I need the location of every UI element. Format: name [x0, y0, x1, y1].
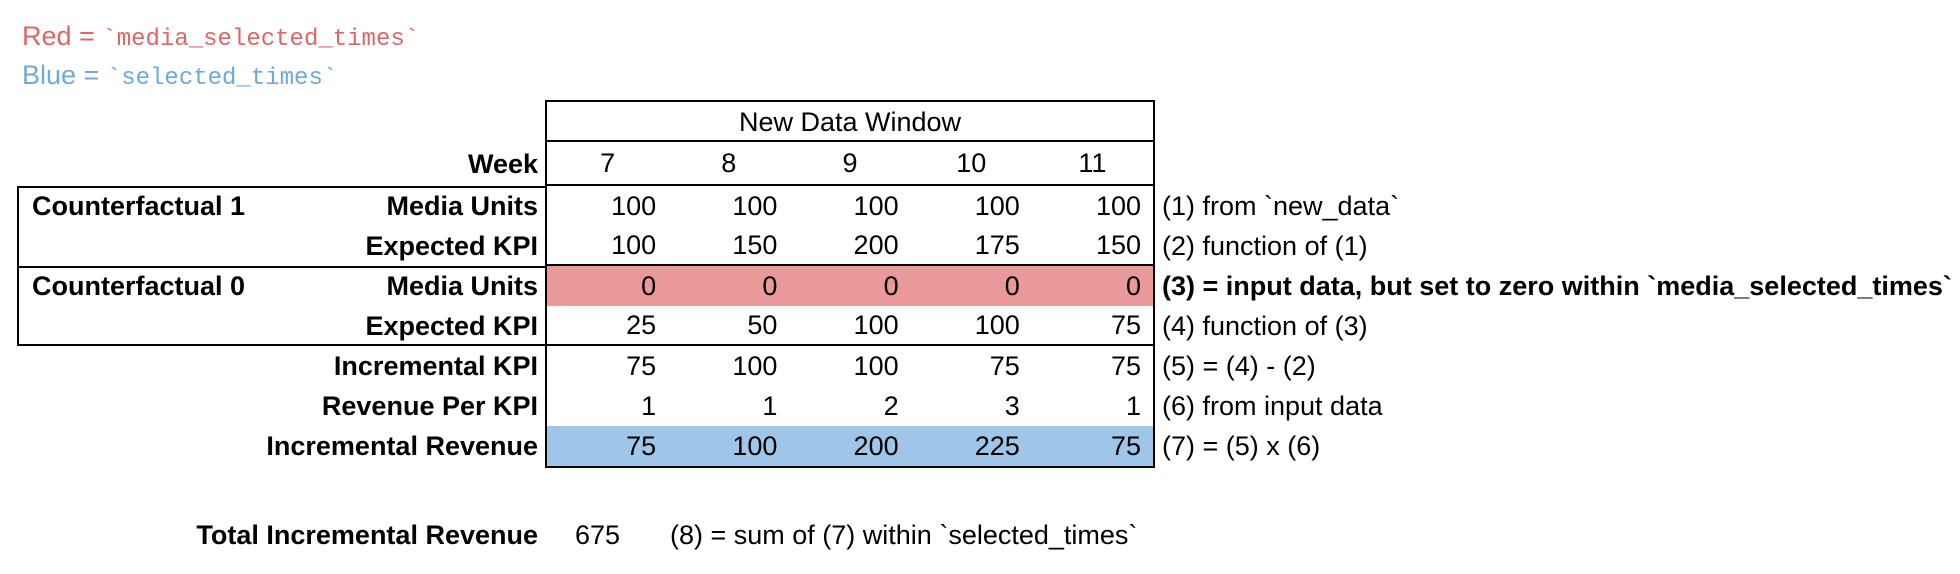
table-row-media-units-cf0-highlight-red: 0 0 0 0 0: [547, 266, 1153, 306]
table-row-media-units-cf1: 100 100 100 100 100: [547, 186, 1153, 226]
table-cell: 175: [974, 230, 1020, 260]
table-cell: 3: [1004, 391, 1020, 421]
table-cell: 150: [732, 230, 778, 260]
week-cell: 7: [600, 148, 616, 178]
table-cell: 100: [611, 230, 657, 260]
table-cell: 100: [853, 351, 899, 381]
table-row-expected-kpi-cf0: 25 50 100 100 75: [547, 306, 1153, 346]
table-cell: 200: [853, 230, 899, 260]
table-cell: 75: [989, 351, 1020, 381]
row-label: Revenue Per KPI: [321, 391, 538, 421]
annotation-6: (6) from input data: [1162, 391, 1383, 421]
total-incremental-revenue-value: 675: [574, 520, 620, 550]
table-cell: 150: [1095, 230, 1142, 260]
table-cell: 100: [1095, 191, 1142, 221]
table-cell: 75: [626, 431, 657, 461]
row-label: Incremental Revenue: [266, 431, 538, 461]
legend-blue-prefix: Blue =: [22, 60, 107, 90]
table-cell: 2: [883, 391, 899, 421]
table-cell: 0: [641, 271, 657, 301]
table-cell: 75: [626, 351, 657, 381]
table-cell: 100: [732, 431, 778, 461]
group-label-counterfactual-0: Counterfactual 0: [32, 271, 246, 301]
table-cell: 1: [641, 391, 657, 421]
week-row: 7 8 9 10 11: [547, 142, 1153, 186]
table-cell: 225: [974, 431, 1020, 461]
week-cell: 9: [842, 148, 858, 178]
table-cell: 1: [762, 391, 778, 421]
counterfactual-divider: [19, 266, 545, 268]
row-label-week: Week: [467, 149, 538, 179]
annotation-3: (3) = input data, but set to zero within…: [1162, 271, 1952, 301]
table-row-expected-kpi-cf1: 100 150 200 175 150: [547, 226, 1153, 266]
row-label: Media Units: [386, 271, 538, 301]
annotation-4: (4) function of (3): [1162, 311, 1368, 341]
annotation-8: (8) = sum of (7) within `selected_times`: [670, 520, 1138, 550]
table-cell: 100: [974, 310, 1020, 340]
row-label: Media Units: [386, 191, 538, 221]
table-cell: 0: [1125, 271, 1142, 301]
table-cell: 0: [1004, 271, 1020, 301]
total-incremental-revenue-label: Total Incremental Revenue: [196, 520, 538, 550]
table-cell: 100: [853, 310, 899, 340]
annotation-7: (7) = (5) x (6): [1162, 431, 1321, 461]
table-cell: 100: [974, 191, 1020, 221]
table-cell: 1: [1125, 391, 1142, 421]
table-cell: 100: [611, 191, 657, 221]
table-row-incremental-revenue-highlight-blue: 75 100 200 225 75: [547, 426, 1153, 466]
counterfactual-boxes: [17, 186, 547, 346]
legend-blue: Blue = `selected_times`: [22, 55, 337, 95]
table-row-revenue-per-kpi: 1 1 2 3 1: [547, 386, 1153, 426]
table-title: New Data Window: [738, 107, 962, 137]
table-cell: 0: [883, 271, 899, 301]
annotation-5: (5) = (4) - (2): [1162, 351, 1316, 381]
row-label: Incremental KPI: [333, 351, 538, 381]
legend-red: Red = `media_selected_times`: [22, 16, 419, 56]
row-label: Expected KPI: [365, 231, 538, 261]
table-cell: 50: [747, 310, 778, 340]
table-cell: 75: [1110, 431, 1142, 461]
table-cell: 100: [732, 191, 778, 221]
annotation-2: (2) function of (1): [1162, 231, 1368, 261]
week-cell: 11: [1078, 148, 1107, 178]
annotation-1: (1) from `new_data`: [1162, 191, 1400, 221]
week-cell: 8: [721, 148, 737, 178]
legend-red-code: `media_selected_times`: [102, 26, 420, 53]
table-cell: 75: [1110, 351, 1142, 381]
table-cell: 25: [626, 310, 657, 340]
table-cell: 0: [762, 271, 778, 301]
week-cell: 10: [956, 148, 987, 178]
table-header-row: New Data Window: [547, 102, 1153, 142]
legend-red-prefix: Red =: [22, 21, 103, 51]
row-label: Expected KPI: [365, 311, 538, 341]
legend-blue-code: `selected_times`: [106, 65, 338, 92]
table-cell: 100: [732, 351, 778, 381]
table-cell: 200: [853, 431, 899, 461]
table-row-incremental-kpi: 75 100 100 75 75: [547, 346, 1153, 386]
group-label-counterfactual-1: Counterfactual 1: [32, 191, 246, 221]
table-cell: 75: [1110, 310, 1142, 340]
data-table: New Data Window 7 8 9 10 11 100 100 100 …: [545, 100, 1155, 468]
table-cell: 100: [853, 191, 899, 221]
